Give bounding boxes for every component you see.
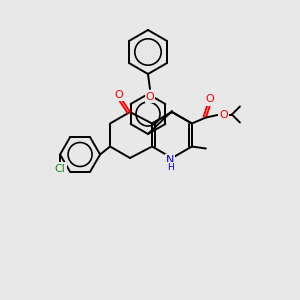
Text: Cl: Cl bbox=[55, 164, 65, 173]
Text: O: O bbox=[220, 110, 228, 119]
Text: H: H bbox=[167, 163, 173, 172]
Text: O: O bbox=[206, 94, 214, 104]
Text: O: O bbox=[146, 92, 154, 102]
Text: N: N bbox=[166, 155, 174, 165]
Text: O: O bbox=[115, 90, 123, 100]
